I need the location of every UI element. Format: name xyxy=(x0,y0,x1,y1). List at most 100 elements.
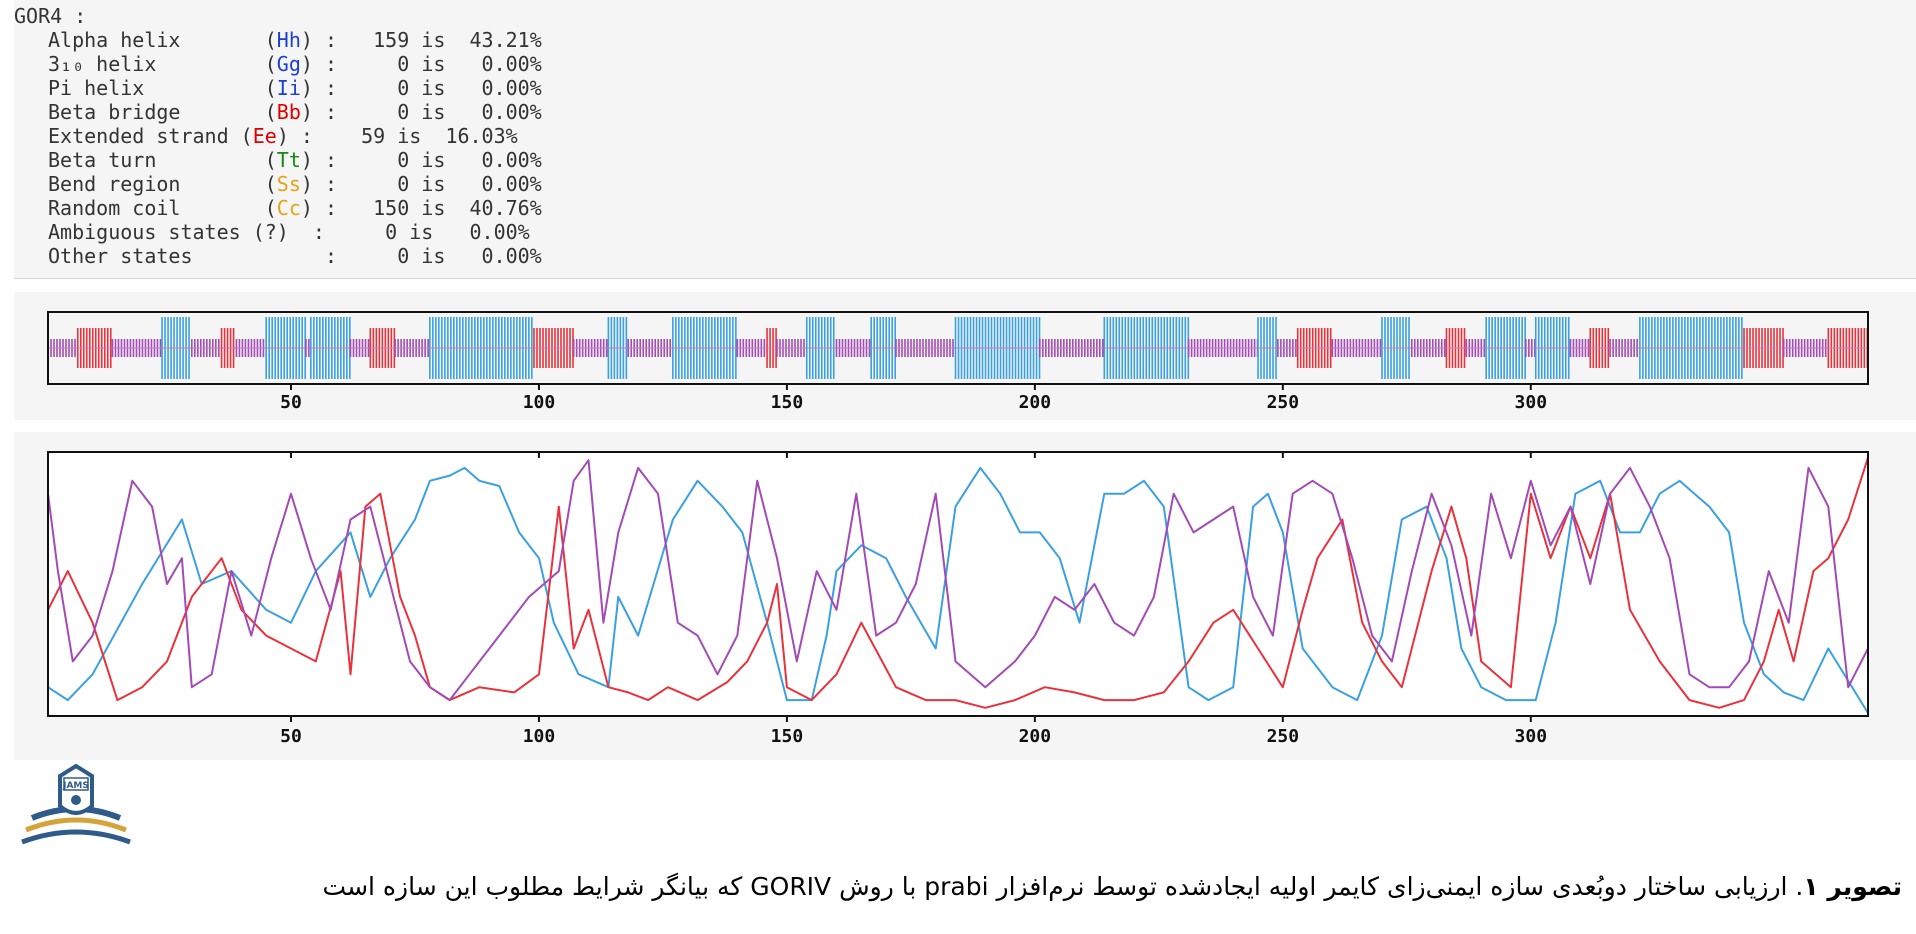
sequence-track-panel: 50 100 150 200 250 300 xyxy=(14,292,1916,420)
stats-row: Alpha helix (Hh) : 159 is 43.21% xyxy=(48,28,542,52)
track-segment-h xyxy=(1743,328,1784,368)
plot-tick-label: 150 xyxy=(771,726,804,747)
track-segment-h xyxy=(220,328,237,368)
stat-code: Bb xyxy=(276,100,301,124)
track-segment-c xyxy=(1277,339,1298,357)
stats-row: Extended strand (Ee) : 59 is 16.03% xyxy=(48,124,518,148)
stat-code: Ss xyxy=(276,172,301,196)
track-segment-h xyxy=(369,328,396,368)
track-tick-label: 150 xyxy=(771,392,804,413)
stat-pct: 40.76% xyxy=(469,196,542,220)
stat-label: Ambiguous states xyxy=(48,220,241,244)
stats-row: Pi helix (Ii) : 0 is 0.00% xyxy=(48,76,542,100)
stat-count: 0 xyxy=(397,244,410,268)
stat-count: 0 xyxy=(397,76,410,100)
series-coil-line xyxy=(47,459,1869,702)
stat-label: Pi helix xyxy=(48,76,145,100)
stat-count: 0 xyxy=(397,100,410,124)
stat-code: Hh xyxy=(276,28,301,52)
caption-software: prabi xyxy=(924,872,989,901)
stat-count: 0 xyxy=(397,172,410,196)
track-segment-c xyxy=(1782,339,1829,357)
plot-tick-label: 250 xyxy=(1267,726,1300,747)
stats-row: 3₁₀ helix (Gg) : 0 is 0.00% xyxy=(48,52,542,76)
probability-plot: 50 100 150 200 250 300 xyxy=(47,451,1869,747)
track-segments xyxy=(47,317,1869,379)
track-segment-e xyxy=(1485,317,1526,379)
caption-text-b: با روش xyxy=(831,872,925,901)
stat-label: Bend region xyxy=(48,172,181,196)
plot-tick-label: 100 xyxy=(523,726,556,747)
stat-is: is xyxy=(421,196,446,220)
track-segment-c xyxy=(305,339,311,357)
stat-count: 0 xyxy=(397,52,410,76)
stat-pct: 0.00% xyxy=(481,100,542,124)
stat-label: Beta bridge xyxy=(48,100,181,124)
stats-row: Random coil (Cc) : 150 is 40.76% xyxy=(48,196,542,220)
stat-label: 3₁₀ helix xyxy=(48,52,157,76)
caption-method: GORIV xyxy=(750,872,832,901)
track-x-axis: 50 100 150 200 250 300 xyxy=(280,384,1547,413)
track-segment-e xyxy=(1257,317,1278,379)
stat-count: 150 xyxy=(373,196,410,220)
stat-code: Gg xyxy=(276,52,301,76)
figure-caption: تصویر ۱. ارزیابی ساختار دوبُعدی سازه ایم… xyxy=(323,872,1902,901)
track-segment-e xyxy=(161,317,192,379)
stat-pct: 0.00% xyxy=(481,76,542,100)
stat-code: ? xyxy=(264,220,277,244)
track-segment-e xyxy=(310,317,351,379)
stats-row: Ambiguous states (?) : 0 is 0.00% xyxy=(48,220,530,244)
series-helix-line xyxy=(47,457,1869,709)
track-segment-e xyxy=(265,317,307,379)
stat-count: 0 xyxy=(397,148,410,172)
plot-tick-label: 300 xyxy=(1515,726,1548,747)
gor4-stats-text: GOR4 : Alpha helix (Hh) : 159 is 43.21% … xyxy=(14,0,1916,268)
track-segment-c xyxy=(394,339,430,357)
track-segment-c xyxy=(1039,339,1105,357)
stat-code: Ee xyxy=(252,124,277,148)
stat-pct: 0.00% xyxy=(481,148,542,172)
stat-count: 0 xyxy=(385,220,398,244)
secondary-structure-track: 50 100 150 200 250 300 xyxy=(47,311,1869,413)
stat-label: Alpha helix xyxy=(48,28,181,52)
track-segment-h xyxy=(76,328,113,368)
track-segment-c xyxy=(235,339,267,357)
track-segment-c xyxy=(572,339,609,357)
track-segment-e xyxy=(805,317,837,379)
track-segment-c xyxy=(627,339,673,357)
track-segment-c xyxy=(47,339,78,357)
stat-is: is xyxy=(421,172,446,196)
stat-label: Extended strand xyxy=(48,124,229,148)
jams-logo: JAMS xyxy=(12,760,140,856)
probability-series xyxy=(47,457,1869,714)
track-segment-e xyxy=(1381,317,1412,379)
plot-tick-label: 50 xyxy=(280,726,302,747)
stat-is: is xyxy=(421,52,446,76)
track-segment-c xyxy=(111,339,163,357)
stat-label: Beta turn xyxy=(48,148,157,172)
stat-is: is xyxy=(421,76,446,100)
track-segment-h xyxy=(1827,328,1869,368)
track-segment-e xyxy=(870,317,897,379)
jams-logo-icon: JAMS xyxy=(21,763,131,845)
track-segment-c xyxy=(1187,339,1259,357)
stat-pct: 0.00% xyxy=(481,244,542,268)
series-strand-line xyxy=(47,466,1869,714)
stats-row: Beta turn (Tt) : 0 is 0.00% xyxy=(48,148,542,172)
stat-pct: 0.00% xyxy=(481,172,542,196)
plot-frame xyxy=(47,451,1869,717)
gor4-header: GOR4 : xyxy=(14,4,87,28)
stat-pct: 43.21% xyxy=(469,28,542,52)
track-tick-label: 300 xyxy=(1515,392,1548,413)
track-segment-e xyxy=(1534,317,1571,379)
stat-label: Other states xyxy=(48,244,193,268)
stat-is: is xyxy=(397,124,422,148)
track-tick-label: 100 xyxy=(523,392,556,413)
stat-label: Random coil xyxy=(48,196,181,220)
track-segment-c xyxy=(1331,339,1383,357)
track-segment-e xyxy=(607,317,629,379)
track-segment-e xyxy=(1103,317,1190,379)
stat-code: Cc xyxy=(276,196,301,220)
stats-row: Beta bridge (Bb) : 0 is 0.00% xyxy=(48,100,542,124)
track-segment-h xyxy=(533,328,574,368)
